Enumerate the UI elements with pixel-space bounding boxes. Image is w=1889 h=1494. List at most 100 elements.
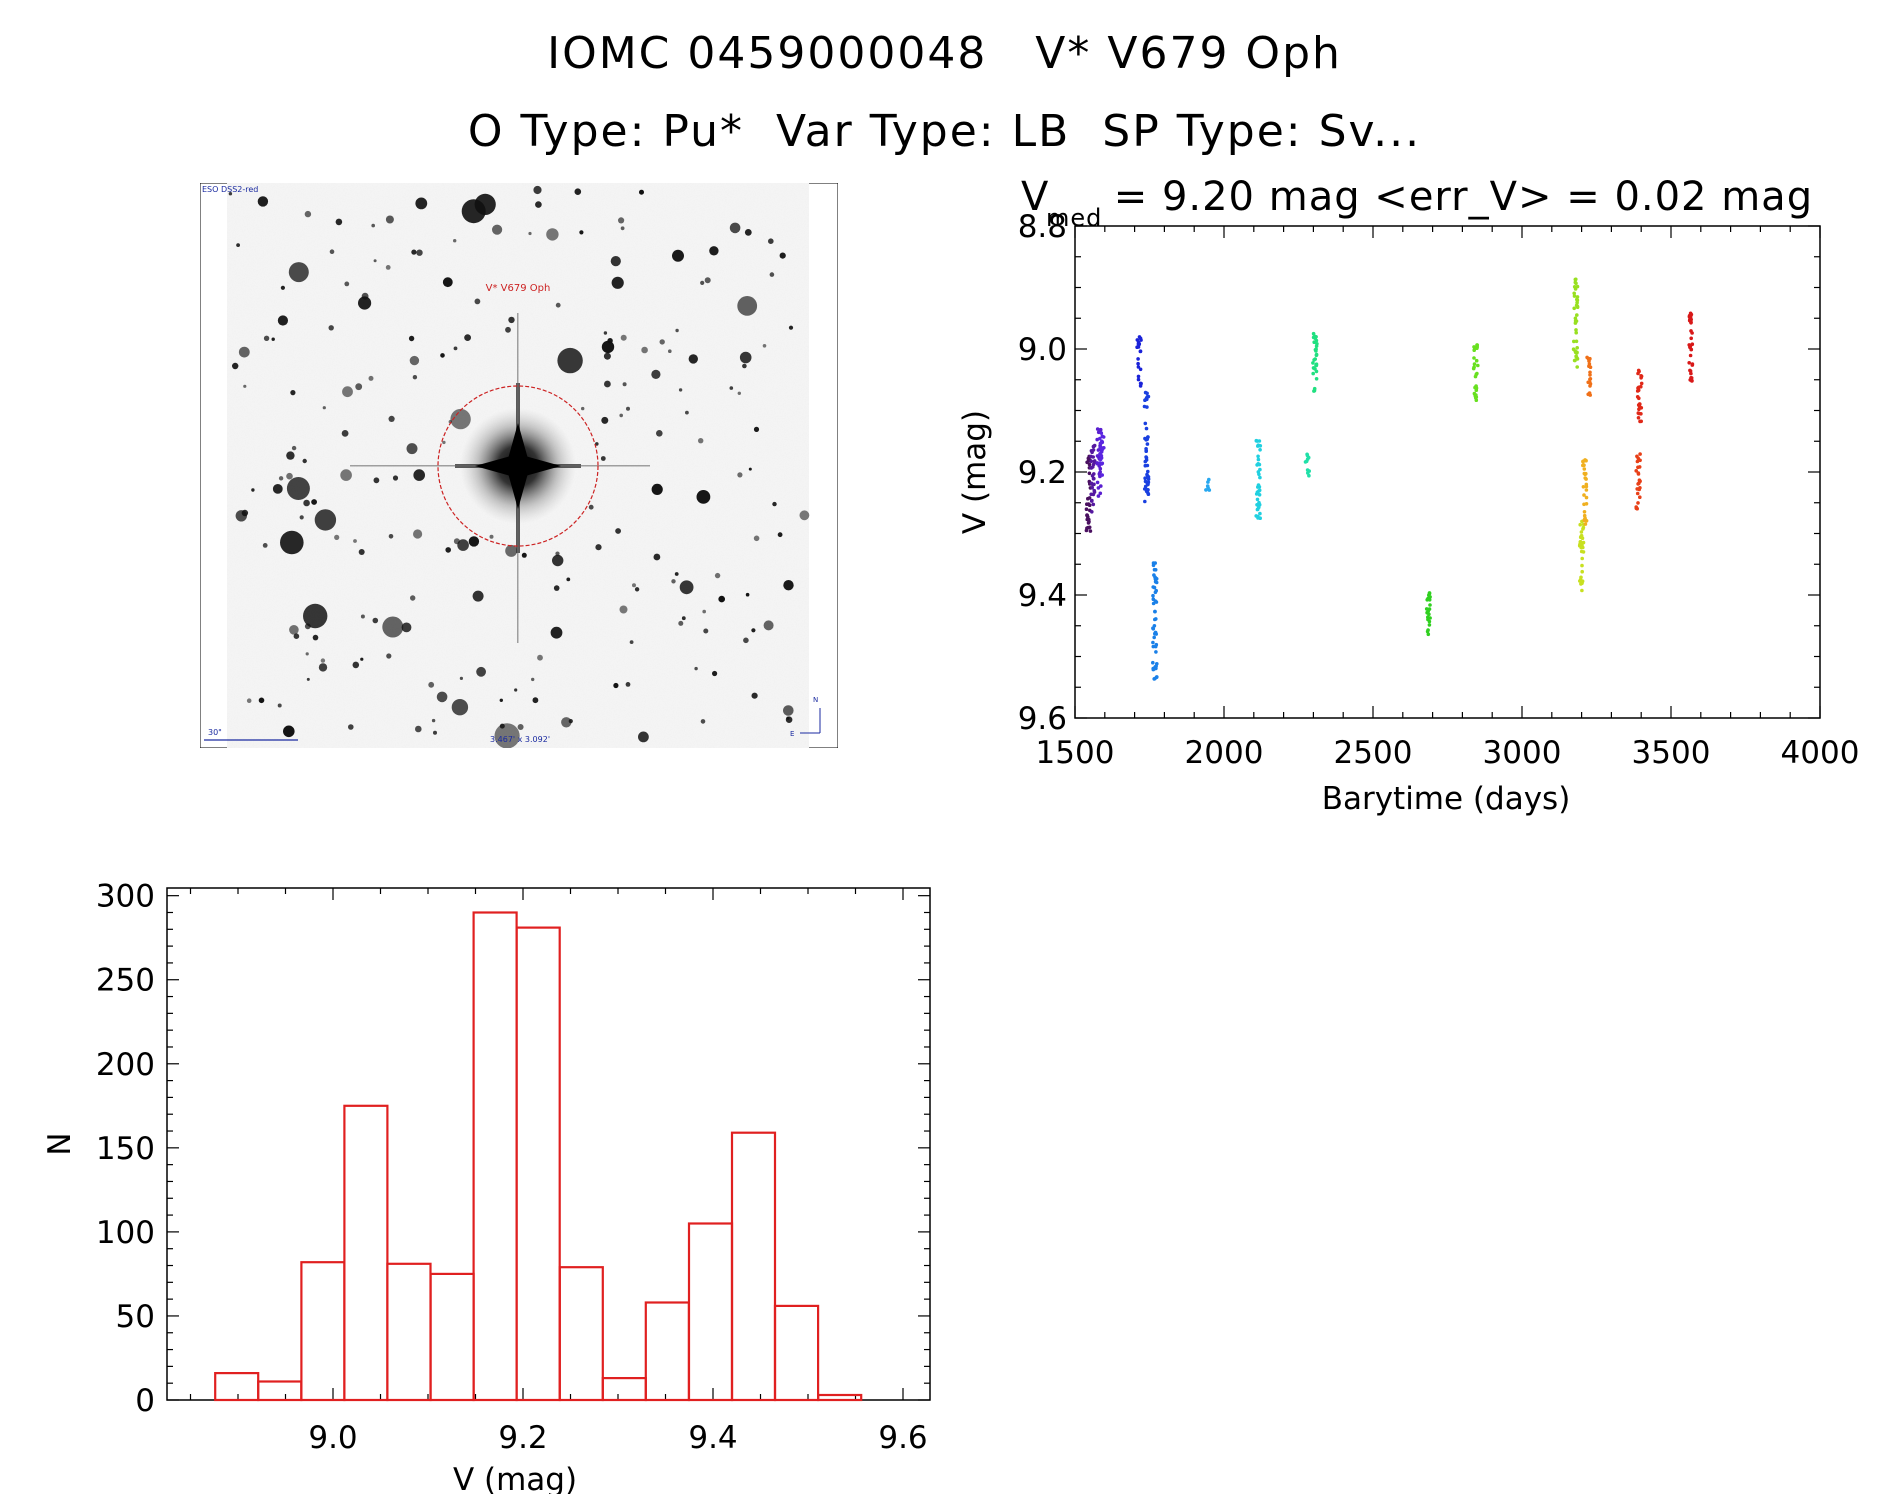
- lc-point: [1139, 338, 1143, 342]
- star: [258, 697, 265, 704]
- star: [704, 277, 711, 284]
- lc-point: [1575, 365, 1579, 369]
- star: [342, 386, 353, 398]
- lc-point: [1634, 506, 1639, 511]
- star: [601, 416, 609, 424]
- star: [528, 231, 532, 236]
- survey-label: ESO DSS2-red: [202, 185, 258, 194]
- lc-point: [1143, 499, 1147, 504]
- star: [228, 192, 233, 196]
- star: [714, 572, 721, 579]
- lc-point: [1582, 510, 1587, 514]
- lc-y-tick-label: 9.0: [1018, 332, 1067, 368]
- lc-point: [1098, 428, 1103, 432]
- star: [371, 223, 375, 228]
- target-star: [350, 313, 650, 643]
- star: [679, 580, 694, 595]
- hist-x-tick-label: 9.0: [308, 1420, 357, 1456]
- star: [517, 724, 524, 730]
- star: [622, 382, 627, 387]
- lc-point: [1314, 377, 1319, 381]
- star: [453, 346, 458, 351]
- lc-point: [1687, 318, 1692, 323]
- lc-point: [1092, 490, 1097, 494]
- star: [373, 477, 380, 484]
- lc-point: [1087, 462, 1092, 467]
- star: [286, 477, 310, 500]
- star: [257, 196, 269, 207]
- lc-point: [1583, 522, 1588, 526]
- star: [531, 677, 535, 682]
- lc-point: [1311, 331, 1316, 336]
- star: [615, 528, 621, 534]
- lc-point: [1085, 513, 1089, 517]
- size-label: 3.467' x 3.092': [490, 735, 550, 744]
- star: [709, 246, 719, 256]
- star: [729, 386, 734, 390]
- hist-x-tick-label: 9.2: [498, 1420, 547, 1456]
- lc-point: [1426, 628, 1430, 632]
- lc-point: [1575, 357, 1580, 361]
- lc-point: [1687, 313, 1692, 318]
- star: [613, 682, 619, 689]
- hist-bar: [429, 1272, 475, 1402]
- lc-point: [1314, 353, 1319, 357]
- lc-point: [1145, 442, 1150, 446]
- star: [700, 719, 706, 724]
- lc-point: [1581, 525, 1586, 530]
- hist-y-tick-label: 100: [96, 1215, 155, 1251]
- lc-point: [1091, 502, 1096, 507]
- lc-point: [1151, 644, 1156, 649]
- lc-point: [1690, 379, 1694, 383]
- lc-point: [1100, 461, 1105, 466]
- lc-point: [1635, 491, 1640, 496]
- star: [595, 544, 602, 551]
- star: [532, 697, 539, 704]
- star: [694, 666, 698, 671]
- lc-y-tick-label: 9.6: [1018, 701, 1067, 737]
- star: [372, 617, 379, 624]
- lc-point: [1581, 485, 1586, 489]
- compass-e: E: [790, 730, 794, 738]
- lc-point: [1152, 635, 1156, 640]
- star: [304, 210, 312, 218]
- star: [368, 375, 374, 381]
- hist-x-tick-label: 9.6: [878, 1420, 927, 1456]
- star: [416, 249, 423, 256]
- lc-point: [1584, 502, 1589, 506]
- lc-point: [1427, 591, 1432, 595]
- lc-x-tick-label: 1500: [1036, 735, 1115, 771]
- lc-point: [1472, 365, 1476, 369]
- star: [753, 426, 760, 432]
- star: [450, 408, 471, 430]
- hist-ylabel: N: [42, 1132, 78, 1155]
- star: [280, 285, 285, 290]
- lc-point: [1584, 477, 1588, 481]
- star: [675, 328, 679, 333]
- lc-point: [1575, 313, 1579, 317]
- lc-point: [1312, 386, 1317, 391]
- star: [320, 658, 326, 663]
- star: [505, 544, 518, 557]
- star: [360, 614, 365, 619]
- star: [737, 391, 741, 395]
- lc-point: [1154, 588, 1158, 593]
- star: [262, 543, 268, 548]
- star: [344, 281, 350, 287]
- star: [440, 353, 445, 358]
- lc-title-rest: = 9.20 mag <err_V> = 0.02 mag: [1100, 174, 1813, 220]
- lc-point: [1143, 421, 1148, 426]
- lc-point: [1086, 456, 1091, 461]
- lc-point: [1086, 525, 1090, 530]
- star: [600, 456, 606, 461]
- star: [303, 499, 310, 507]
- star: [550, 626, 563, 639]
- target-label: V* V679 Oph: [486, 283, 551, 294]
- star: [678, 388, 683, 392]
- star: [411, 249, 417, 255]
- star: [762, 344, 767, 348]
- star: [352, 661, 360, 669]
- star: [702, 609, 706, 614]
- lc-title-sub: med: [1046, 204, 1102, 232]
- lc-point: [1256, 454, 1260, 459]
